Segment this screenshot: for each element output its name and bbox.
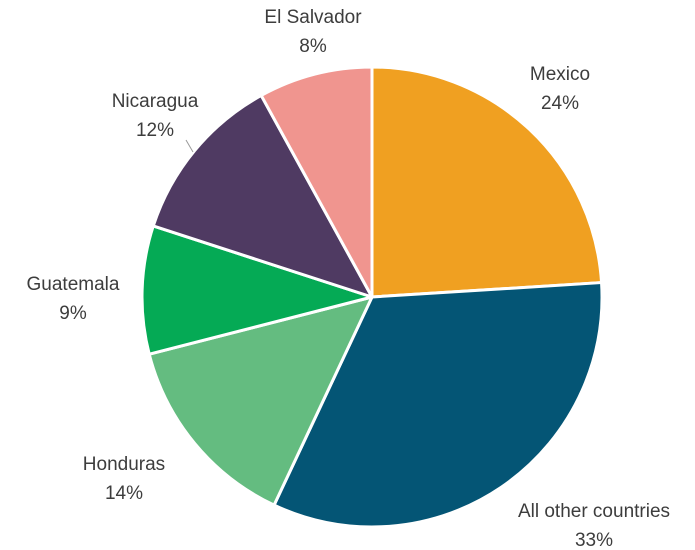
slice-value-el-salvador: 8% xyxy=(299,36,327,57)
slice-nicaragua xyxy=(151,93,374,299)
slice-value-guatemala: 9% xyxy=(59,303,87,324)
slice-value-nicaragua: 12% xyxy=(136,120,174,141)
slice-label-guatemala: Guatemala xyxy=(27,274,120,295)
slice-value-all-other-countries: 33% xyxy=(575,530,613,550)
slice-label-all-other-countries: All other countries xyxy=(518,501,670,522)
pie-slices xyxy=(140,65,604,529)
slice-guatemala xyxy=(140,224,374,356)
slice-label-nicaragua: Nicaragua xyxy=(112,91,199,112)
slice-label-mexico: Mexico xyxy=(530,64,590,85)
leader-line-nicaragua xyxy=(185,139,194,153)
slice-honduras xyxy=(147,295,374,507)
leader-lines xyxy=(185,139,194,153)
slice-mexico xyxy=(370,65,604,299)
slice-value-mexico: 24% xyxy=(541,93,579,114)
slice-label-honduras: Honduras xyxy=(83,454,165,475)
slice-labels: Mexico 24% All other countries 33% Honduras 1… xyxy=(27,7,671,550)
slice-value-honduras: 14% xyxy=(105,483,143,504)
slice-el-salvador xyxy=(259,65,374,299)
slice-all-other-countries xyxy=(272,281,604,529)
slice-label-el-salvador: El Salvador xyxy=(264,7,362,28)
